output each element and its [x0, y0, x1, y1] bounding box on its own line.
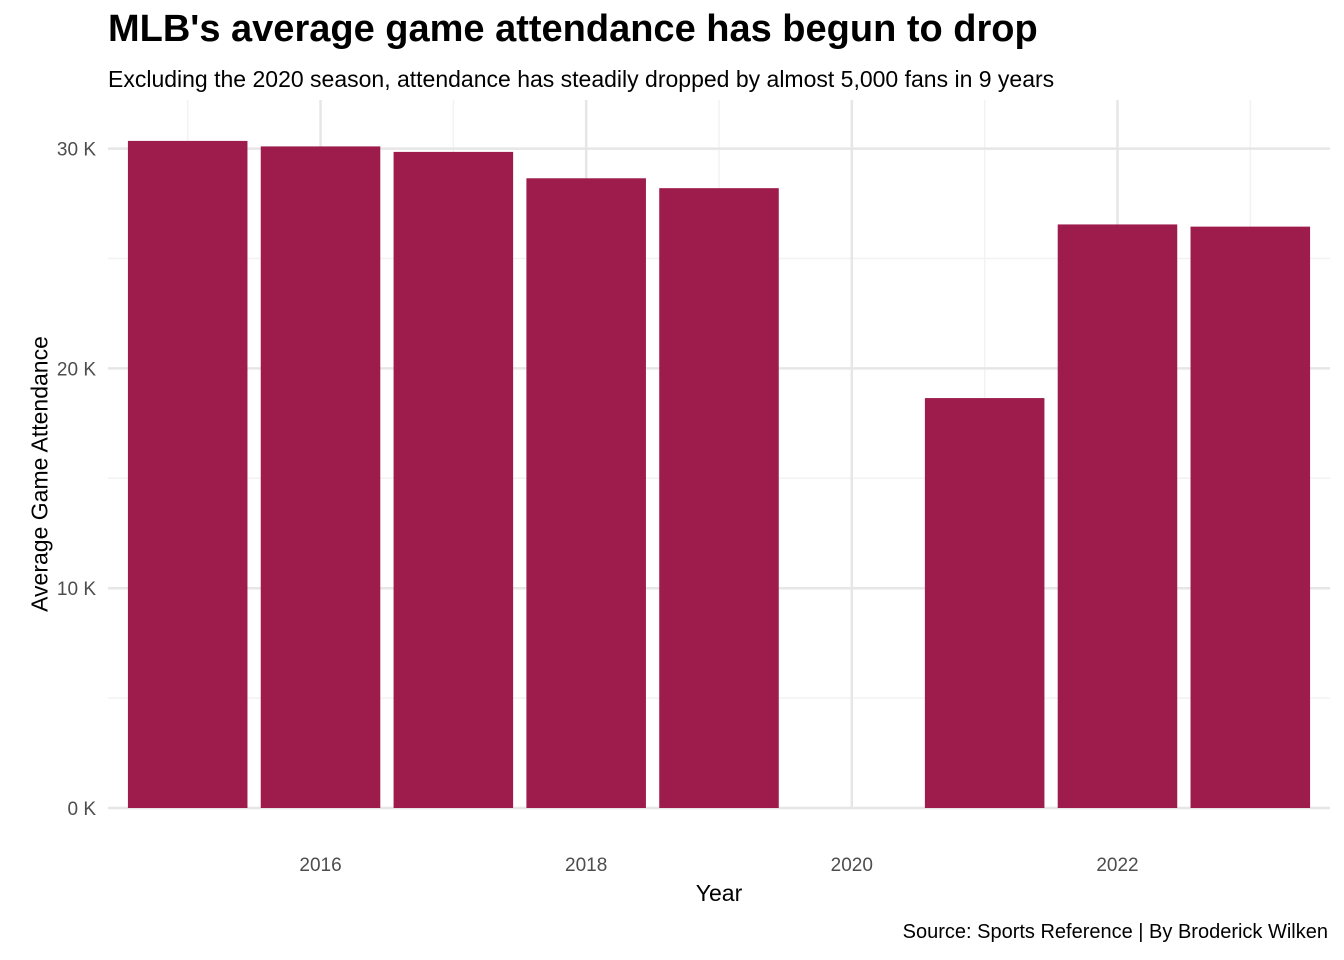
bar-2023 [1190, 226, 1311, 808]
y-tick-label: 10 K [57, 579, 96, 600]
bars [127, 140, 1311, 809]
bar-2016 [260, 146, 381, 809]
bar-2022 [1057, 224, 1178, 808]
x-axis-label: Year [695, 880, 743, 906]
x-tick-label: 2018 [565, 855, 607, 876]
y-tick-labels: 0 K 10 K 20 K 30 K [57, 140, 96, 820]
bar-2018 [526, 178, 646, 808]
x-tick-label: 2020 [831, 855, 873, 876]
y-tick-label: 0 K [67, 799, 96, 820]
chart-title: MLB's average game attendance has begun … [108, 8, 1038, 50]
chart-subtitle: Excluding the 2020 season, attendance ha… [108, 66, 1055, 92]
y-tick-label: 20 K [57, 359, 96, 380]
bar-2019 [659, 188, 779, 808]
y-tick-label: 30 K [57, 140, 96, 161]
x-tick-labels: 2016 2018 2020 2022 [299, 855, 1138, 876]
x-tick-label: 2016 [299, 855, 341, 876]
bar-2017 [393, 151, 514, 809]
bar-2015 [127, 140, 248, 809]
bar-2021 [924, 398, 1045, 808]
chart-caption: Source: Sports Reference | By Broderick … [902, 921, 1328, 943]
y-axis-label: Average Game Attendance [26, 336, 53, 612]
x-tick-label: 2022 [1096, 855, 1138, 876]
